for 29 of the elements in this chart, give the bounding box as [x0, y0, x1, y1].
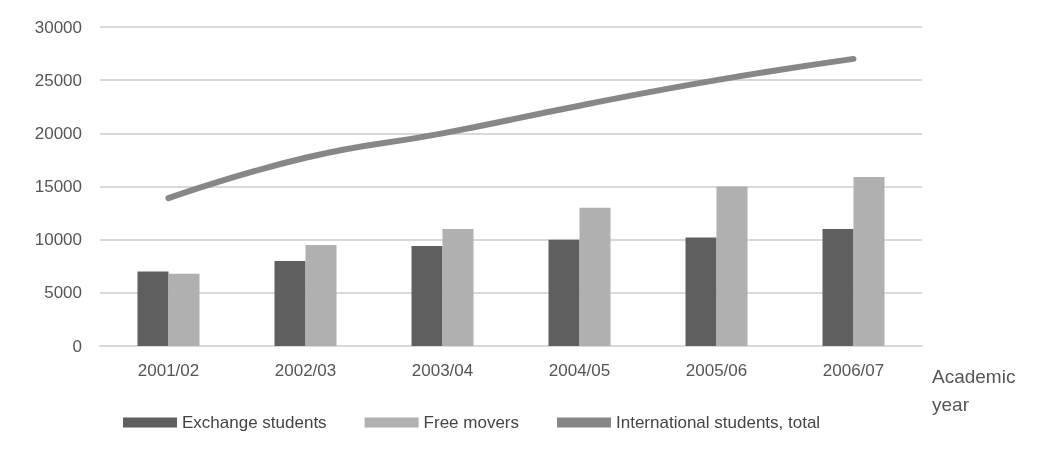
- legend-label: Exchange students: [182, 413, 327, 432]
- bar: [579, 207, 611, 346]
- legend-label: Free movers: [423, 413, 520, 432]
- x-tick-label: 2002/03: [274, 361, 337, 380]
- x-tick-label: 2001/02: [137, 361, 200, 380]
- bar: [411, 246, 443, 346]
- y-tick-label: 15000: [34, 177, 82, 196]
- y-tick-label: 5000: [44, 283, 82, 303]
- bar: [853, 176, 885, 346]
- bar: [716, 186, 748, 346]
- x-tick-label: 2005/06: [685, 361, 748, 380]
- bar: [548, 239, 580, 346]
- legend-label: International students, total: [616, 413, 821, 432]
- x-tick-label: 2004/05: [548, 361, 611, 380]
- y-tick-label: 0: [72, 336, 82, 356]
- bar: [685, 237, 717, 346]
- bar: [168, 273, 200, 346]
- y-tick-label: 30000: [34, 17, 82, 37]
- x-tick-label: 2003/04: [411, 361, 474, 380]
- bar: [274, 260, 306, 346]
- x-tick-label: 2006/07: [822, 361, 885, 380]
- bar: [137, 271, 169, 346]
- y-tick-label: 10000: [34, 230, 82, 250]
- bar: [305, 244, 337, 346]
- y-tick-label: 25000: [34, 70, 82, 90]
- bar: [822, 229, 854, 346]
- x-axis-title: Academic year: [932, 365, 1016, 415]
- y-tick-label: 20000: [34, 123, 82, 143]
- bar: [442, 229, 474, 346]
